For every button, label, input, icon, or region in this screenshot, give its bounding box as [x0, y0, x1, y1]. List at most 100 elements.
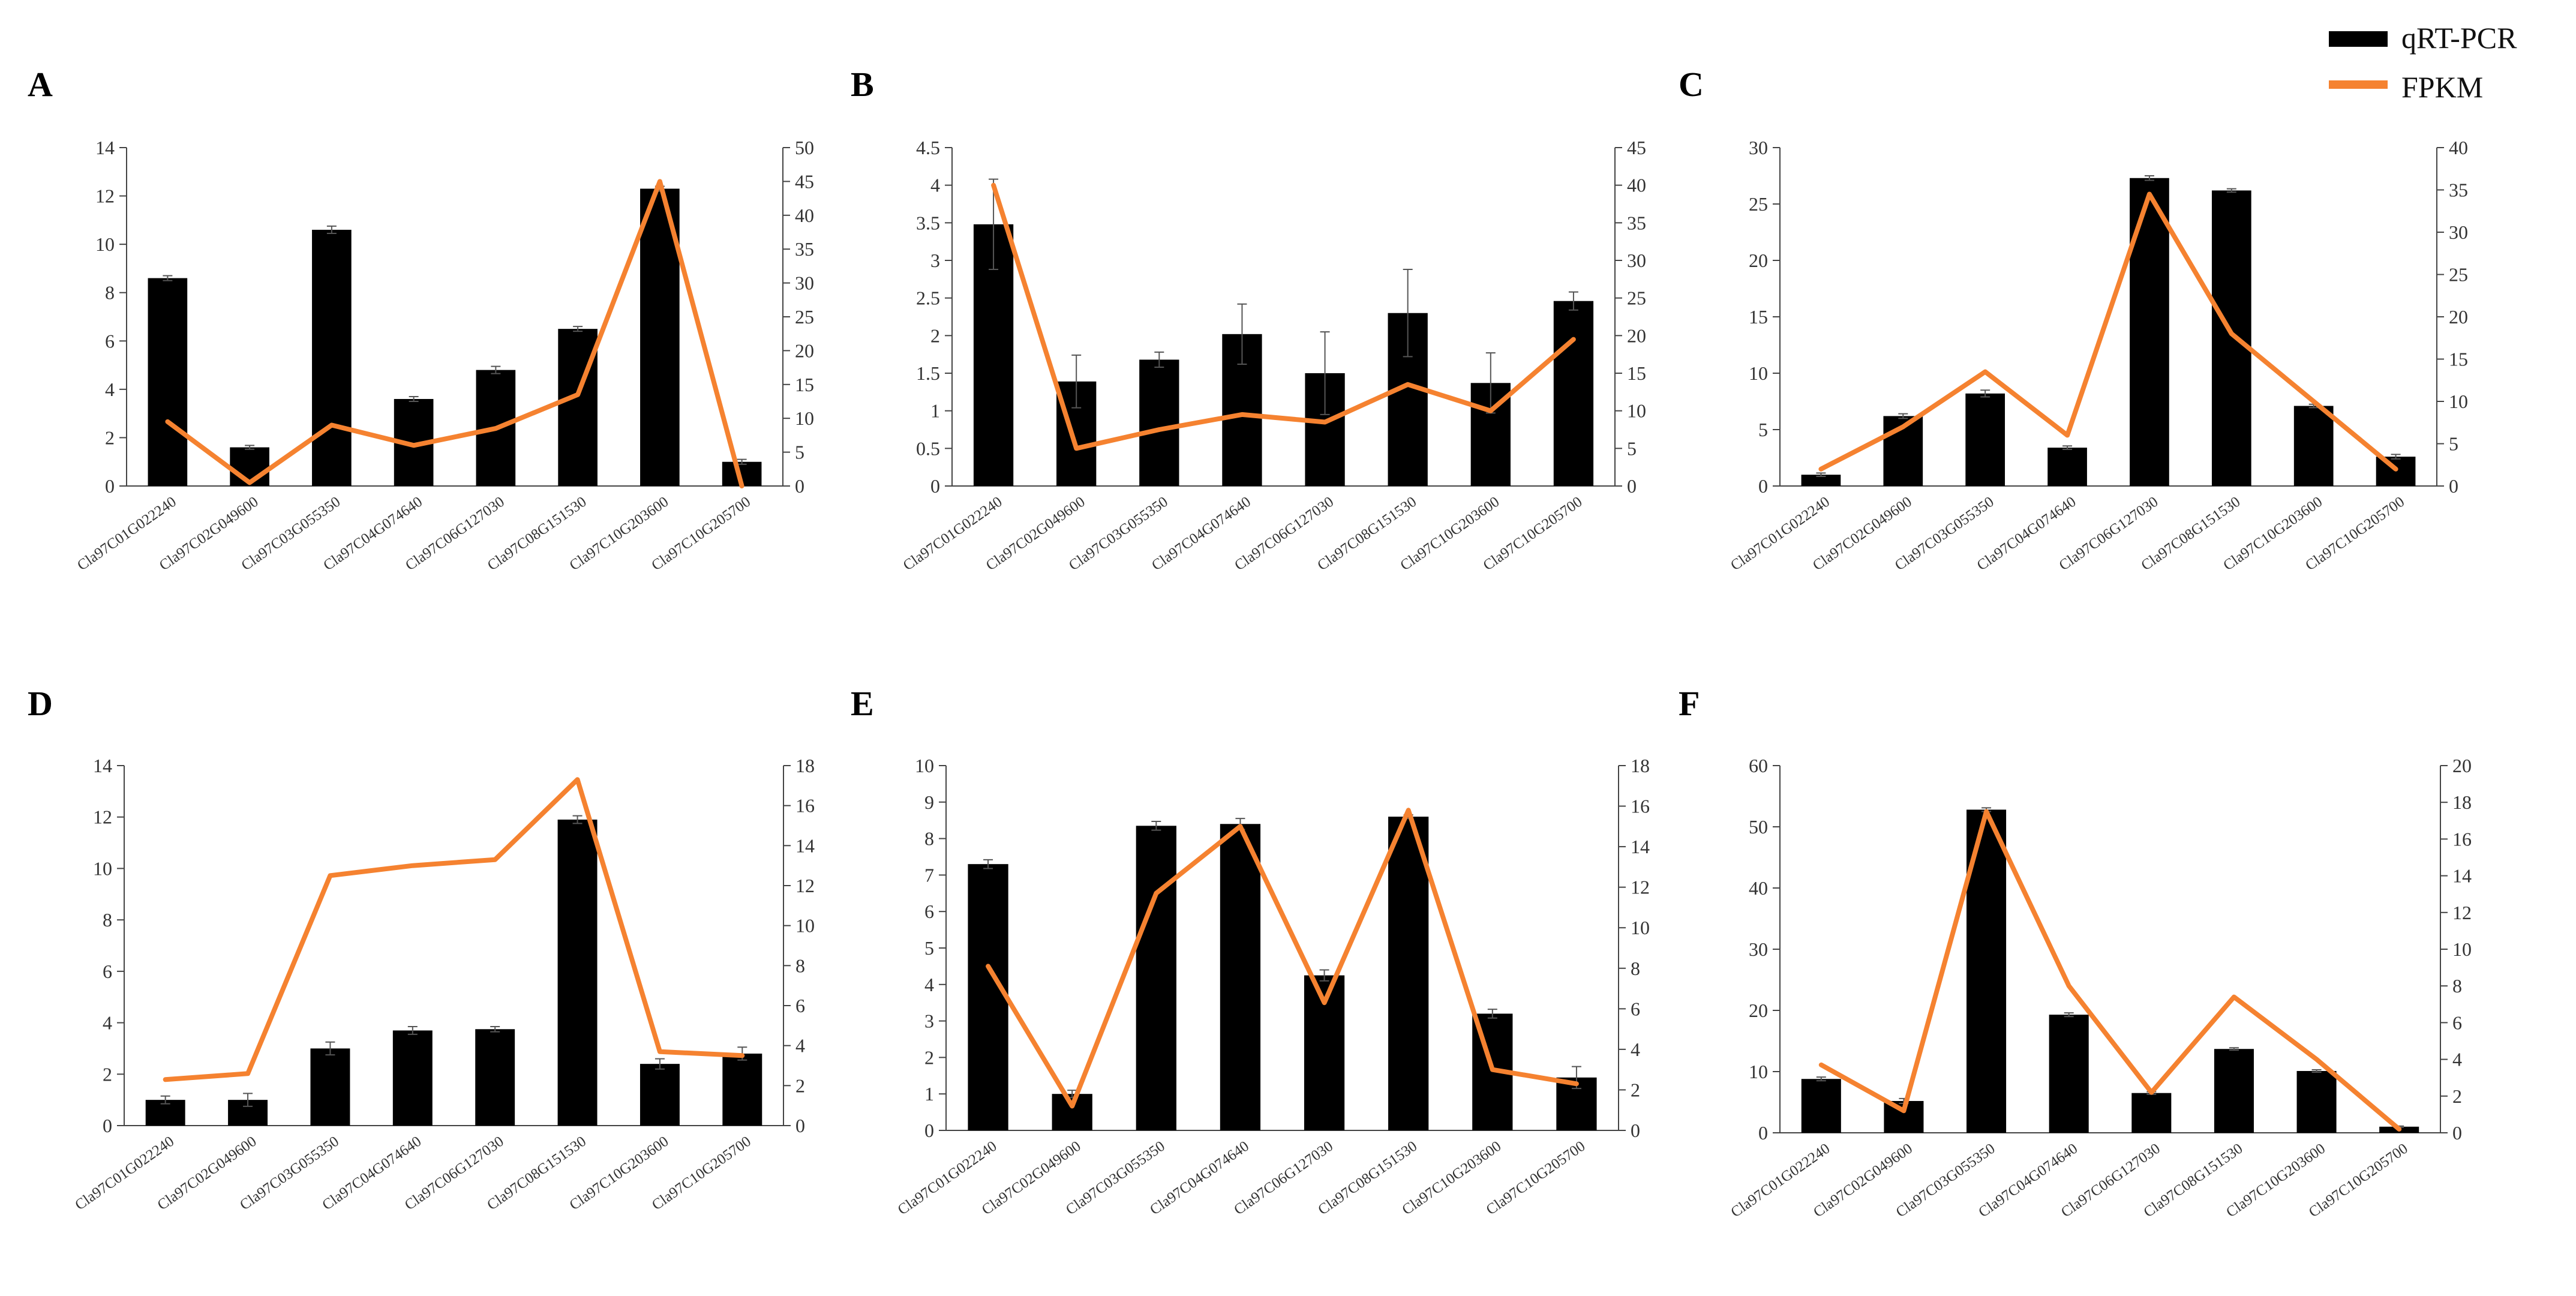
legend-swatch-qrt-pcr — [2329, 31, 2388, 47]
left-tick-label: 4 — [930, 175, 940, 196]
chart-panel-b: B00.511.522.533.544.5051015202530354045C… — [851, 65, 1646, 574]
left-tick-label: 20 — [1749, 250, 1768, 271]
right-tick-label: 20 — [2452, 755, 2472, 776]
right-tick-label: 20 — [1627, 325, 1646, 346]
fpkm-line — [986, 808, 1579, 1109]
right-tick-label: 8 — [1631, 958, 1640, 979]
left-tick-label: 20 — [1749, 1000, 1768, 1021]
left-tick-label: 12 — [95, 185, 115, 207]
right-tick-label: 30 — [2449, 221, 2468, 243]
panel-label: D — [28, 684, 53, 723]
qrt-pcr-bar — [1052, 1094, 1092, 1130]
qrt-pcr-bar — [2049, 1015, 2089, 1133]
left-tick-label: 10 — [1749, 362, 1768, 384]
left-tick-label: 1.5 — [916, 362, 940, 384]
left-tick-label: 0 — [105, 475, 115, 497]
legend-swatch-fpkm — [2329, 80, 2388, 89]
left-tick-label: 2.5 — [916, 287, 940, 309]
qrt-pcr-bar — [1801, 475, 1841, 486]
right-tick-label: 14 — [795, 835, 815, 856]
qrt-pcr-bar — [310, 1048, 350, 1126]
left-tick-label: 15 — [1749, 306, 1768, 328]
panel-label: A — [28, 65, 53, 104]
chart-panel-d: D02468101214024681012141618Cla97C01G0222… — [28, 684, 815, 1213]
left-tick-label: 10 — [1749, 1061, 1768, 1082]
fpkm-line — [1818, 191, 2398, 472]
right-tick-label: 2 — [795, 1075, 805, 1096]
left-tick-label: 12 — [93, 806, 112, 828]
left-tick-label: 10 — [93, 857, 112, 879]
qrt-pcr-bar — [1801, 1079, 1841, 1133]
right-tick-label: 12 — [1631, 877, 1650, 898]
left-tick-label: 8 — [103, 909, 112, 931]
right-tick-label: 16 — [2452, 828, 2472, 850]
left-tick-label: 7 — [924, 864, 934, 886]
right-tick-label: 20 — [795, 340, 814, 361]
left-tick-label: 2 — [924, 1046, 934, 1068]
left-tick-label: 3.5 — [916, 212, 940, 233]
fpkm-line — [1818, 809, 2402, 1132]
left-tick-label: 60 — [1749, 755, 1768, 776]
qrt-pcr-bar — [722, 1054, 762, 1126]
qrt-pcr-bar — [2214, 1049, 2254, 1133]
left-tick-label: 6 — [105, 330, 115, 352]
right-tick-label: 10 — [795, 407, 814, 429]
right-tick-label: 6 — [795, 995, 805, 1016]
legend-label-qrt-pcr: qRT-PCR — [2401, 21, 2517, 55]
right-tick-label: 10 — [1631, 917, 1650, 938]
right-tick-label: 4 — [2452, 1049, 2462, 1070]
left-tick-label: 25 — [1749, 193, 1768, 215]
left-tick-label: 1 — [924, 1083, 934, 1105]
right-tick-label: 10 — [2449, 391, 2468, 412]
right-tick-label: 30 — [795, 272, 814, 294]
chart-panel-c: C0510152025300510152025303540Cla97C01G02… — [1679, 65, 2468, 574]
right-tick-label: 40 — [1627, 175, 1646, 196]
right-tick-label: 5 — [795, 442, 804, 463]
left-tick-label: 4 — [103, 1012, 112, 1034]
right-tick-label: 35 — [1627, 212, 1646, 233]
right-tick-label: 16 — [795, 795, 815, 817]
qrt-pcr-bar — [475, 1029, 515, 1126]
qrt-pcr-bar — [1136, 826, 1176, 1130]
right-tick-label: 5 — [2449, 433, 2458, 455]
qrt-pcr-bar — [1553, 301, 1594, 486]
right-tick-label: 18 — [1631, 755, 1650, 776]
qrt-pcr-bar — [640, 1064, 680, 1126]
left-tick-label: 10 — [915, 755, 934, 776]
right-tick-label: 4 — [1631, 1039, 1640, 1060]
right-tick-label: 10 — [1627, 400, 1646, 422]
left-tick-label: 2 — [103, 1063, 112, 1085]
left-tick-label: 50 — [1749, 816, 1768, 838]
qrt-pcr-bar — [312, 229, 352, 486]
right-tick-label: 50 — [795, 137, 814, 158]
right-tick-label: 40 — [2449, 137, 2468, 158]
left-tick-label: 0 — [1758, 475, 1768, 497]
left-tick-label: 3 — [924, 1010, 934, 1032]
left-tick-label: 1 — [930, 400, 940, 422]
left-tick-label: 2 — [105, 427, 115, 448]
qrt-pcr-bar — [1965, 393, 2005, 486]
qrt-pcr-bar — [2296, 1070, 2337, 1133]
left-tick-label: 8 — [924, 828, 934, 850]
right-tick-label: 0 — [2449, 475, 2458, 497]
fpkm-line — [165, 179, 744, 488]
chart-panel-a: A0246810121405101520253035404550Cla97C01… — [28, 65, 814, 574]
left-tick-label: 14 — [95, 137, 115, 158]
left-tick-label: 6 — [103, 961, 112, 982]
right-tick-label: 16 — [1631, 796, 1650, 817]
right-tick-label: 8 — [795, 955, 805, 976]
right-tick-label: 10 — [795, 915, 815, 937]
left-tick-label: 4 — [105, 379, 115, 400]
qrt-pcr-bar — [557, 820, 598, 1126]
right-tick-label: 0 — [795, 1115, 805, 1136]
qrt-pcr-bar — [968, 864, 1008, 1130]
left-tick-label: 0 — [924, 1120, 934, 1141]
right-tick-label: 0 — [1631, 1120, 1640, 1141]
panel-label: C — [1679, 65, 1704, 104]
right-tick-label: 18 — [2452, 791, 2472, 813]
right-tick-label: 18 — [795, 755, 815, 776]
qrt-pcr-bar — [2131, 1093, 2172, 1133]
left-tick-label: 4 — [924, 974, 934, 995]
left-tick-label: 6 — [924, 901, 934, 922]
